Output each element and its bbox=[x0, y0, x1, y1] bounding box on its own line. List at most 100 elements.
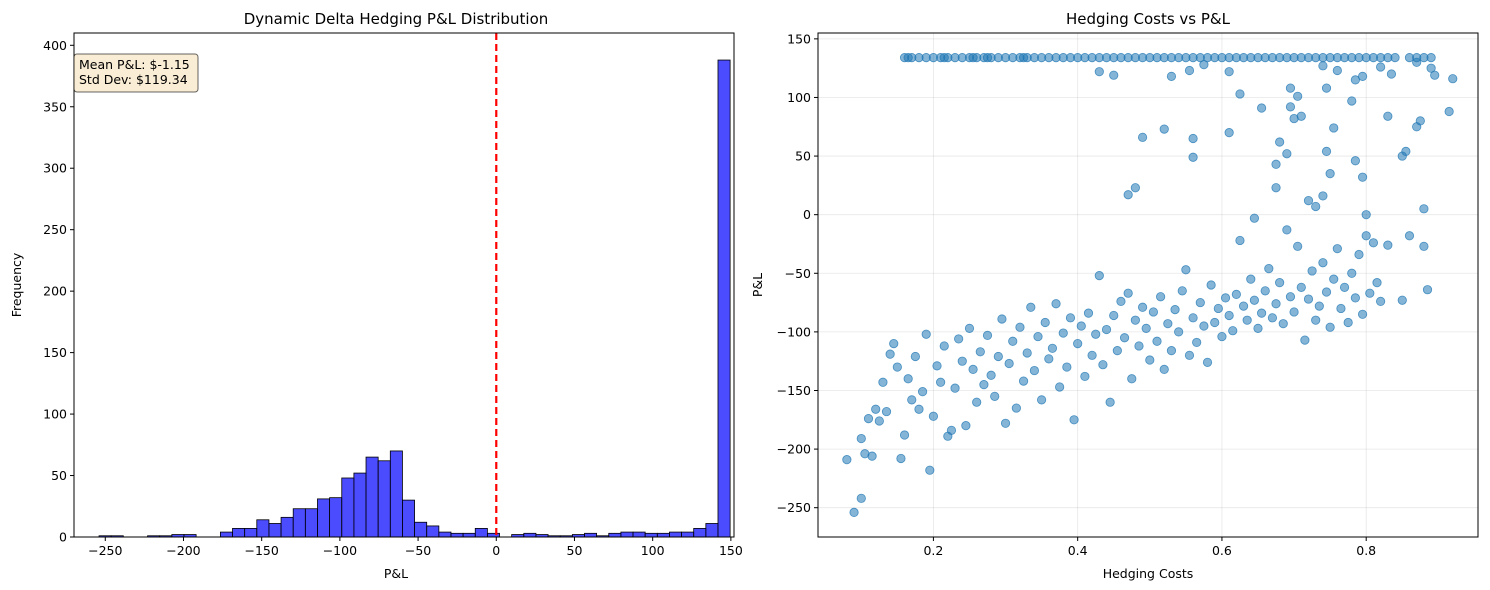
scatter-point bbox=[1296, 111, 1306, 121]
scatter-point bbox=[1105, 397, 1115, 407]
scatter-point bbox=[964, 323, 975, 333]
histogram-bar bbox=[705, 523, 719, 538]
scatter-point bbox=[1325, 322, 1335, 332]
scatter-point bbox=[1260, 286, 1270, 296]
scatter-point bbox=[1184, 65, 1195, 76]
scatter-y-tick-label: −50 bbox=[785, 266, 811, 281]
scatter-point bbox=[849, 507, 859, 517]
scatter-chart: Hedging Costs vs P&L 0.2 0.4 0.6 0.8 −250 −20… bbox=[750, 10, 1479, 581]
scatter-point bbox=[1365, 288, 1375, 298]
histogram-bar bbox=[656, 532, 670, 538]
scatter-point bbox=[1127, 374, 1137, 384]
scatter-point bbox=[1419, 204, 1429, 214]
scatter-point bbox=[1253, 323, 1263, 333]
histogram-bar bbox=[681, 531, 695, 538]
scatter-point bbox=[921, 329, 931, 339]
scatter-point bbox=[1087, 350, 1097, 360]
histogram-bar bbox=[414, 521, 428, 538]
scatter-y-tick-label: 100 bbox=[787, 90, 811, 105]
scatter-point bbox=[1285, 83, 1296, 93]
scatter-point bbox=[1386, 69, 1397, 79]
scatter-point bbox=[889, 339, 899, 349]
scatter-point bbox=[1000, 418, 1011, 428]
scatter-point bbox=[1318, 61, 1328, 71]
scatter-point bbox=[885, 349, 895, 359]
histogram-bar bbox=[523, 532, 537, 538]
scatter-point bbox=[1080, 371, 1090, 382]
scatter-point bbox=[1094, 271, 1104, 281]
scatter-point bbox=[1177, 286, 1187, 296]
scatter-point bbox=[1332, 244, 1342, 254]
scatter-point bbox=[1148, 307, 1159, 317]
scatter-point bbox=[1343, 317, 1353, 328]
scatter-point bbox=[896, 453, 906, 464]
scatter-point bbox=[1249, 295, 1259, 305]
scatter-point bbox=[1224, 128, 1234, 138]
scatter-point bbox=[1271, 299, 1281, 309]
scatter-point bbox=[1285, 292, 1296, 302]
scatter-point bbox=[1282, 149, 1292, 159]
scatter-point bbox=[1296, 282, 1306, 292]
scatter-point bbox=[1372, 278, 1382, 288]
scatter-point bbox=[1156, 292, 1166, 302]
histogram-y-tick-label: 200 bbox=[43, 284, 67, 299]
histogram-bar bbox=[304, 508, 318, 538]
histogram-bar bbox=[693, 527, 707, 538]
stats-box: Mean P&L: $-1.15 Std Dev: $119.34 bbox=[73, 53, 199, 93]
scatter-point bbox=[1271, 183, 1281, 193]
histogram-bar bbox=[462, 532, 476, 538]
histogram-x-tick-label: −200 bbox=[166, 543, 200, 558]
histogram-x-tick-label: 100 bbox=[641, 543, 665, 558]
scatter-point bbox=[1224, 310, 1234, 321]
scatter-point bbox=[1166, 71, 1177, 81]
histogram-bar bbox=[244, 527, 258, 538]
scatter-point bbox=[856, 433, 866, 444]
scatter-y-tick-label: 50 bbox=[795, 149, 811, 164]
histogram-frame bbox=[73, 32, 735, 538]
scatter-point bbox=[1181, 265, 1191, 275]
scatter-point bbox=[1426, 53, 1436, 63]
scatter-point bbox=[1112, 346, 1122, 356]
scatter-point bbox=[990, 391, 1000, 401]
scatter-point bbox=[975, 347, 985, 357]
scatter-point bbox=[1448, 74, 1458, 84]
scatter-point bbox=[1275, 278, 1285, 288]
scatter-point bbox=[1357, 309, 1368, 319]
scatter-point bbox=[1174, 327, 1184, 337]
scatter-point bbox=[1188, 313, 1198, 323]
scatter-point bbox=[1199, 321, 1209, 331]
scatter-point bbox=[1350, 75, 1360, 85]
histogram-x-axis-label: P&L bbox=[384, 566, 408, 581]
scatter-point bbox=[1130, 315, 1140, 325]
scatter-point bbox=[1350, 156, 1360, 166]
scatter-point bbox=[982, 330, 993, 340]
scatter-point bbox=[1047, 343, 1058, 353]
scatter-point bbox=[1051, 299, 1061, 309]
scatter-point bbox=[842, 455, 852, 465]
scatter-point bbox=[1188, 133, 1198, 144]
histogram-y-tick-label: 250 bbox=[43, 222, 67, 237]
histogram-chart: Dynamic Delta Hedging P&L Distribution −… bbox=[9, 10, 743, 581]
histogram-bar bbox=[329, 497, 343, 538]
scatter-point bbox=[907, 395, 917, 405]
scatter-point bbox=[1123, 288, 1133, 298]
scatter-point bbox=[1145, 355, 1155, 365]
histogram-bar bbox=[438, 531, 452, 538]
scatter-point bbox=[1033, 331, 1043, 342]
histogram-bar bbox=[389, 450, 403, 538]
scatter-point bbox=[1235, 89, 1245, 99]
scatter-point bbox=[1307, 266, 1317, 276]
scatter-y-tick-label: −250 bbox=[777, 500, 811, 515]
scatter-point bbox=[1206, 280, 1216, 290]
scatter-point bbox=[1397, 295, 1407, 305]
scatter-point bbox=[1321, 287, 1332, 297]
scatter-point bbox=[1109, 70, 1119, 80]
scatter-point bbox=[1336, 303, 1346, 314]
scatter-point bbox=[1354, 249, 1364, 260]
scatter-point bbox=[1347, 96, 1357, 106]
scatter-point bbox=[1289, 307, 1299, 317]
scatter-point bbox=[1422, 285, 1433, 295]
stats-mean: Mean P&L: $-1.15 bbox=[79, 57, 190, 72]
scatter-point bbox=[1257, 103, 1267, 113]
scatter-point bbox=[1119, 333, 1130, 343]
